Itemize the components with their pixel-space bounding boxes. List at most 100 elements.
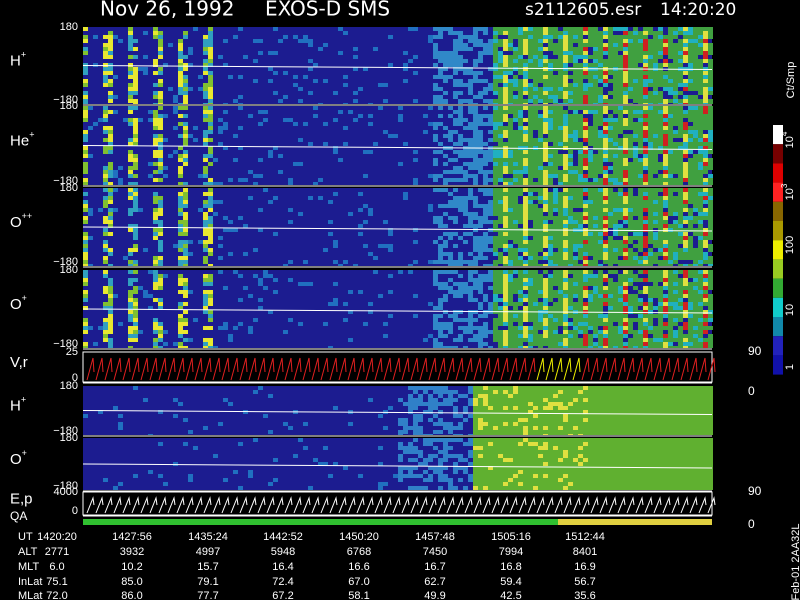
spectrogram-cell [518, 99, 523, 103]
spectrogram-cell [513, 200, 518, 204]
spectrogram-cell [653, 118, 658, 122]
spectrogram-cell [568, 248, 573, 252]
spectrogram-cell [683, 294, 688, 298]
spectrogram-cell [108, 95, 113, 99]
spectrogram-cell [338, 158, 343, 162]
spectrogram-cell [643, 306, 648, 310]
spectrogram-cell [158, 51, 163, 55]
spectrogram-cell [653, 286, 658, 290]
spectrogram-cell [478, 414, 483, 418]
spectrogram-cell [238, 95, 243, 99]
spectrogram-cell [188, 290, 193, 294]
spectrogram-cell [288, 426, 293, 430]
spectrogram-cell [408, 406, 413, 410]
spectrogram-cell [588, 87, 593, 91]
spectrogram-cell [508, 39, 513, 43]
spectrogram-cell [503, 290, 508, 294]
spectrogram-cell [468, 398, 473, 402]
spectrogram-cell [473, 142, 478, 146]
spectrogram-cell [453, 200, 458, 204]
spectrogram-cell [633, 260, 638, 264]
spectrogram-cell [508, 224, 513, 228]
spectrogram-cell [383, 83, 388, 87]
spectrogram-cell [183, 67, 188, 71]
spectrogram-cell [288, 278, 293, 282]
spectrogram-cell [208, 196, 213, 200]
spectrogram-cell [608, 196, 613, 200]
spectrogram-cell [133, 142, 138, 146]
spectrogram-cell [203, 63, 208, 67]
spectrogram-cell [663, 150, 668, 154]
spectrogram-cell [558, 270, 563, 274]
spectrogram-cell [493, 212, 498, 216]
spectrogram-cell [608, 252, 613, 256]
spectrogram-cell [328, 200, 333, 204]
spectrogram-cell [633, 232, 638, 236]
spectrogram-cell [208, 208, 213, 212]
spectrogram-cell [483, 256, 488, 260]
spectrogram-cell [443, 386, 448, 390]
spectrogram-cell [203, 59, 208, 63]
spectrogram-cell [658, 130, 663, 134]
spectrogram-cell [103, 51, 108, 55]
spectrogram-cell [433, 51, 438, 55]
spectrogram-cell [488, 170, 493, 174]
spectrogram-cell [493, 27, 498, 31]
spectrogram-cell [558, 216, 563, 220]
spectrogram-cell [678, 31, 683, 35]
spectrogram-cell [628, 302, 633, 306]
spectrogram-cell [308, 39, 313, 43]
spectrogram-cell [628, 43, 633, 47]
spectrogram-cell [263, 286, 268, 290]
sawtooth [428, 357, 437, 381]
spectrogram-cell [593, 59, 598, 63]
spectrogram-cell [568, 35, 573, 39]
spectrogram-cell [503, 59, 508, 63]
spectrogram-cell [143, 248, 148, 252]
spectrogram-cell [253, 274, 258, 278]
sawtooth [698, 357, 707, 381]
spectrogram-cell [498, 188, 503, 192]
spectrogram-cell [558, 178, 563, 182]
spectrogram-cell [673, 334, 678, 338]
spectrogram-cell [553, 252, 558, 256]
spectrogram-cell [463, 154, 468, 158]
spectrogram-cell [578, 182, 583, 185]
spectrogram-cell [463, 83, 468, 87]
spectrogram-cell [653, 110, 658, 114]
spectrogram-cell [148, 294, 153, 298]
spectrogram-cell [683, 274, 688, 278]
spectrogram-cell [548, 178, 553, 182]
spectrogram-cell [603, 192, 608, 196]
spectrogram-cell [293, 75, 298, 79]
spectrogram-cell [463, 418, 468, 422]
spectrogram-cell [543, 240, 548, 244]
spectrogram-cell [688, 322, 693, 326]
spectrogram-cell [183, 346, 188, 348]
spectrogram-cell [368, 212, 373, 216]
spectrogram-cell [523, 67, 528, 71]
spectrogram-cell [438, 252, 443, 256]
spectrogram-cell [588, 79, 593, 83]
spectrogram-cell [653, 178, 658, 182]
spectrogram-cell [593, 322, 598, 326]
spectrogram-cell [578, 240, 583, 244]
date: Nov 26, 1992 [100, 0, 234, 21]
spectrogram-cell [548, 330, 553, 334]
spectrogram-cell [443, 310, 448, 314]
spectrogram-cell [443, 91, 448, 95]
spectrogram-cell [538, 216, 543, 220]
spectrogram-cell [178, 114, 183, 118]
spectrogram-cell [548, 162, 553, 166]
spectrogram-cell [673, 208, 678, 212]
spectrogram-cell [103, 200, 108, 204]
spectrogram-cell [523, 162, 528, 166]
spectrogram-cell [513, 83, 518, 87]
spectrogram-cell [438, 386, 443, 390]
spectrogram-cell [578, 346, 583, 348]
spectrogram-cell [663, 192, 668, 196]
spectrogram-cell [518, 220, 523, 224]
spectrogram-cell [653, 256, 658, 260]
spectrogram-cell [668, 43, 673, 47]
spectrogram-cell [333, 146, 338, 150]
